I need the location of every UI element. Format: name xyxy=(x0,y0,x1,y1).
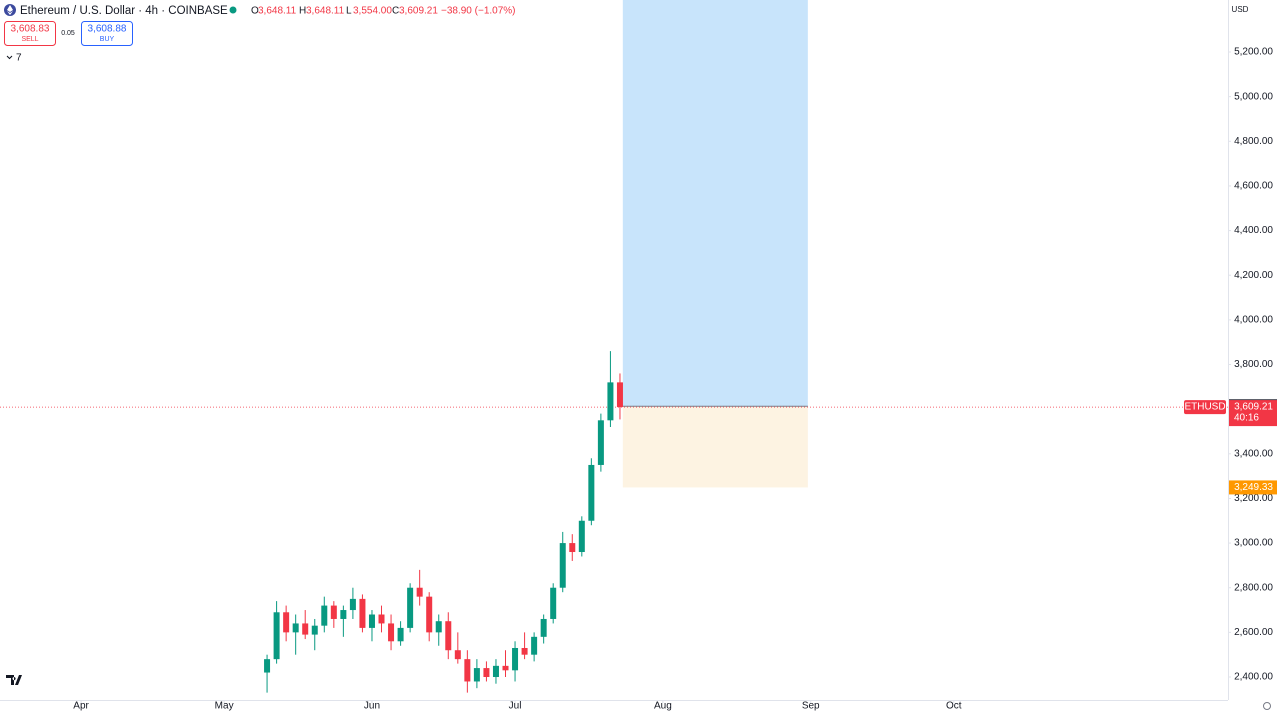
buy-label: BUY xyxy=(100,36,115,43)
x-tick-label: Apr xyxy=(73,701,89,712)
y-tick-label: 2,600.00 xyxy=(1234,627,1273,638)
candle-body xyxy=(359,598,366,628)
tv-logo[interactable] xyxy=(6,675,22,685)
countdown: 40:16 xyxy=(1234,413,1259,424)
plot-area xyxy=(0,0,1228,693)
candle-body xyxy=(616,382,623,408)
candle-body xyxy=(588,464,595,521)
eth-glyph xyxy=(7,5,13,15)
y-tick-label: 3,400.00 xyxy=(1234,448,1273,459)
candle-body xyxy=(321,605,328,626)
candle-body xyxy=(302,623,309,635)
candle-body xyxy=(464,659,471,682)
chevron[interactable] xyxy=(6,55,13,60)
candle-body xyxy=(435,621,442,633)
candle-body xyxy=(578,520,585,553)
candle-body xyxy=(311,625,318,635)
candle-body xyxy=(473,668,480,682)
y-tick-label: 5,000.00 xyxy=(1234,91,1273,102)
candle-body xyxy=(540,618,547,637)
settings-icon[interactable] xyxy=(1263,702,1271,710)
candle-body xyxy=(492,665,499,678)
x-tick-label: Jun xyxy=(364,701,380,712)
candle-body xyxy=(531,636,538,655)
stop-zone xyxy=(622,406,808,488)
sell-label: SELL xyxy=(21,36,38,43)
ohlc-value: 3,554.00 xyxy=(353,6,392,17)
currency[interactable]: USD xyxy=(1232,5,1249,14)
candle-body xyxy=(445,621,452,651)
candle-body xyxy=(550,587,557,619)
candle-body xyxy=(397,627,404,642)
buy-button[interactable] xyxy=(81,21,133,46)
target-zone xyxy=(622,0,808,407)
candle-body xyxy=(407,587,414,628)
y-tick-label: 5,200.00 xyxy=(1234,47,1273,58)
candle-body xyxy=(273,612,280,660)
x-tick-label: Jul xyxy=(509,701,522,712)
ohlc-value: 3,648.11 xyxy=(258,6,297,17)
ohlc-value: 3,609.21 xyxy=(399,6,438,17)
spread: 0.05 xyxy=(61,30,75,37)
y-tick-label: 4,600.00 xyxy=(1234,181,1273,192)
x-tick-label: Sep xyxy=(802,701,820,712)
symbol-title[interactable]: Ethereum / U.S. Dollar · 4h · COINBASE xyxy=(20,5,228,17)
candle-body xyxy=(340,610,347,619)
candle-body xyxy=(521,647,528,655)
symbol-tag-bg xyxy=(1184,400,1226,415)
change: −38.90 (−1.07%) xyxy=(441,6,516,17)
candle-body xyxy=(416,587,423,597)
ohlc: O 3,648.11 H 3,648.11 L 3,554.00 C 3,609.21 xyxy=(251,6,438,17)
sell-button[interactable] xyxy=(4,21,56,46)
y-tick-label: 2,800.00 xyxy=(1234,582,1273,593)
ohlc-key: C xyxy=(392,6,399,17)
candle-body xyxy=(512,647,519,671)
ohlc-value: 3,648.11 xyxy=(306,6,345,17)
candle-body xyxy=(502,665,509,671)
x-tick-label: Aug xyxy=(654,701,672,712)
y-tick-label: 3,800.00 xyxy=(1234,359,1273,370)
buy-price: 3,608.88 xyxy=(88,24,127,35)
y-tick-label: 2,400.00 xyxy=(1234,672,1273,683)
y-tick-label: 4,800.00 xyxy=(1234,136,1273,147)
market-status[interactable] xyxy=(229,6,237,14)
x-tick-label: May xyxy=(215,701,234,712)
indicator-count[interactable]: 7 xyxy=(16,53,22,64)
candle-body xyxy=(607,382,614,421)
sell-price: 3,608.83 xyxy=(11,24,50,35)
last-price-label: 3,609.21 xyxy=(1234,402,1273,413)
candle-body xyxy=(283,612,290,633)
y-tick-label: 4,000.00 xyxy=(1234,315,1273,326)
y-tick-label: 4,200.00 xyxy=(1234,270,1273,281)
symbol-tag: ETHUSD xyxy=(1184,402,1225,413)
stop-price-label-bg xyxy=(1229,480,1277,495)
axes: 2,400.00 2,600.00 2,800.00 3,000.00 3,200.00… xyxy=(73,47,1277,712)
ohlc-key: H xyxy=(299,6,306,17)
candle-body xyxy=(349,598,356,611)
candle-body xyxy=(597,420,604,465)
candle-body xyxy=(378,614,385,624)
y-tick-label: 3,000.00 xyxy=(1234,538,1273,549)
candle-body xyxy=(569,543,576,553)
y-tick-label: 4,400.00 xyxy=(1234,225,1273,236)
y-tick-label: 3,200.00 xyxy=(1234,493,1273,504)
candle-body xyxy=(426,596,433,633)
candle-body xyxy=(483,668,490,678)
candle-body xyxy=(330,605,337,619)
stop-price-label: 3,249.33 xyxy=(1234,482,1273,493)
ohlc-key: L xyxy=(346,6,352,17)
candle-body xyxy=(368,614,375,628)
x-tick-label: Oct xyxy=(946,701,962,712)
candle-body xyxy=(388,623,395,642)
candle-body xyxy=(559,543,566,588)
candle-body xyxy=(264,659,271,673)
ohlc-key: O xyxy=(251,6,259,17)
candle-body xyxy=(292,623,299,633)
last-price-label-bg xyxy=(1229,400,1277,427)
candle-body xyxy=(454,650,461,660)
